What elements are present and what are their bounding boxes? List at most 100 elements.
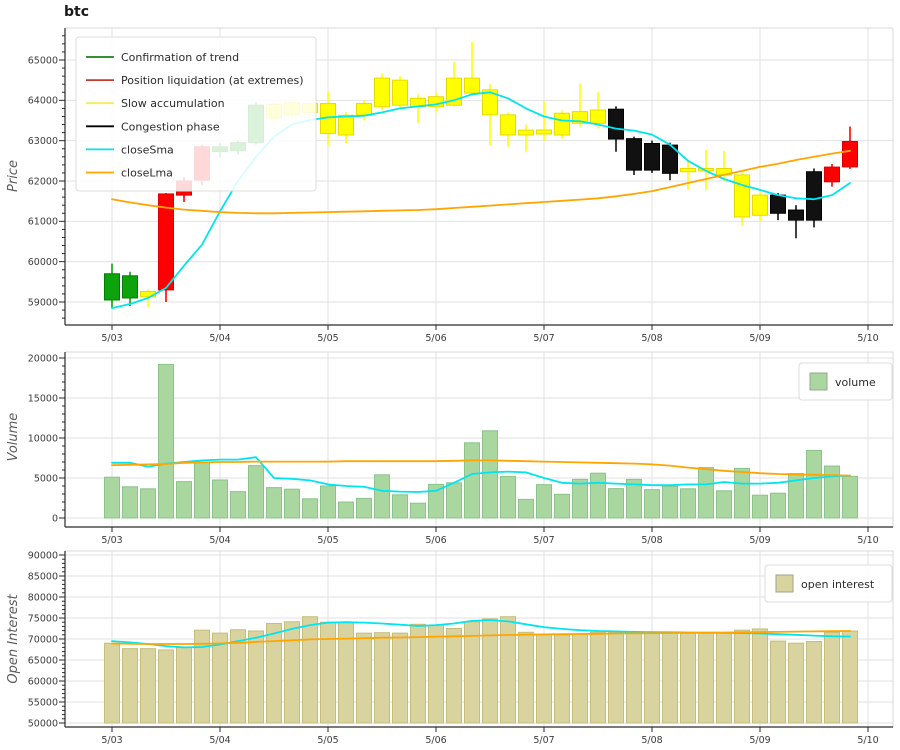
- candle-body: [356, 103, 372, 116]
- bar: [662, 485, 678, 519]
- svg-text:5/04: 5/04: [209, 333, 230, 344]
- bar: [482, 430, 498, 519]
- bar: [626, 631, 642, 724]
- bar: [302, 498, 318, 519]
- candle-body: [536, 129, 552, 135]
- svg-text:20000: 20000: [28, 353, 58, 364]
- bar: [824, 465, 840, 519]
- bar: [770, 492, 786, 519]
- svg-text:50000: 50000: [28, 718, 58, 729]
- bar: [752, 494, 768, 519]
- price-axis-label: Price: [6, 160, 21, 192]
- svg-text:5/03: 5/03: [101, 535, 122, 546]
- bar: [464, 621, 480, 724]
- candle-body: [752, 194, 768, 216]
- bar: [464, 442, 480, 519]
- bar: [716, 632, 732, 724]
- bar: [194, 629, 210, 724]
- bar: [320, 621, 336, 724]
- bar: [518, 631, 534, 724]
- svg-text:5/05: 5/05: [317, 735, 338, 746]
- bar: [662, 632, 678, 724]
- bar: [500, 475, 516, 519]
- bar: [842, 475, 858, 519]
- chart-title: btc: [64, 4, 90, 20]
- svg-text:64000: 64000: [28, 96, 58, 107]
- candle-body: [554, 112, 570, 136]
- candle-body: [590, 109, 606, 124]
- svg-text:5/05: 5/05: [317, 333, 338, 344]
- candle-body: [644, 142, 660, 171]
- bar: [410, 502, 426, 519]
- bar: [266, 622, 282, 724]
- svg-text:80000: 80000: [28, 592, 58, 603]
- bar: [680, 632, 696, 724]
- svg-text:5/10: 5/10: [857, 333, 878, 344]
- bar: [554, 493, 570, 519]
- bar: [806, 641, 822, 724]
- bar: [284, 488, 300, 519]
- bar: [194, 461, 210, 519]
- svg-text:65000: 65000: [28, 655, 58, 666]
- bar: [212, 479, 228, 519]
- bar: [266, 487, 282, 519]
- svg-text:5/10: 5/10: [857, 735, 878, 746]
- bar: [248, 630, 264, 724]
- svg-text:Position liquidation (at extre: Position liquidation (at extremes): [121, 74, 304, 87]
- candle-body: [482, 89, 498, 116]
- bar: [140, 648, 156, 724]
- bar: [158, 363, 174, 519]
- svg-text:5/09: 5/09: [749, 735, 770, 746]
- bar: [428, 624, 444, 724]
- svg-text:5/07: 5/07: [533, 735, 554, 746]
- bar: [572, 478, 588, 519]
- svg-text:5/03: 5/03: [101, 333, 122, 344]
- bar: [554, 634, 570, 724]
- bar: [374, 632, 390, 724]
- volume-axes: 0 5000 10000 15000 20000 5/03 5/04 5/05 5/06 5/07…: [28, 351, 894, 546]
- bar: [698, 632, 714, 724]
- bar: [176, 481, 192, 519]
- bar: [140, 488, 156, 519]
- candle-body: [806, 171, 822, 221]
- candle-body: [842, 140, 858, 168]
- svg-text:59000: 59000: [28, 297, 58, 308]
- bar: [752, 628, 768, 724]
- bar: [374, 474, 390, 519]
- volume-bars: [104, 363, 858, 519]
- svg-text:63000: 63000: [28, 136, 58, 147]
- svg-text:85000: 85000: [28, 571, 58, 582]
- bar: [518, 498, 534, 519]
- price-panel: Confirmation of trend Position liquidatio…: [28, 27, 894, 344]
- volume-panel: volume 0 5000 10000 15000 20000 5/03 5/04 5/05 5/…: [28, 351, 894, 546]
- bar: [158, 649, 174, 724]
- bar: [392, 494, 408, 519]
- bar: [446, 482, 462, 519]
- svg-text:15000: 15000: [28, 393, 58, 404]
- bar: [824, 631, 840, 724]
- bar: [302, 616, 318, 724]
- bar: [842, 630, 858, 724]
- svg-text:volume: volume: [835, 376, 876, 389]
- svg-text:10000: 10000: [28, 433, 58, 444]
- svg-text:60000: 60000: [28, 257, 58, 268]
- svg-text:60000: 60000: [28, 676, 58, 687]
- svg-text:5/09: 5/09: [749, 535, 770, 546]
- bar: [176, 646, 192, 724]
- bar: [410, 623, 426, 724]
- svg-text:90000: 90000: [28, 550, 58, 561]
- svg-text:closeLma: closeLma: [121, 167, 173, 180]
- closeLma-line: [111, 149, 851, 215]
- candle-body: [464, 77, 480, 94]
- svg-text:5/05: 5/05: [317, 535, 338, 546]
- open_interest-legend: open interest: [764, 564, 893, 603]
- open_interest-axes: 50000 55000 60000 65000 70000 75000 80000 85000…: [28, 550, 894, 746]
- svg-text:5/10: 5/10: [857, 535, 878, 546]
- bar: [392, 632, 408, 724]
- svg-text:5/07: 5/07: [533, 333, 554, 344]
- candle-body: [428, 96, 444, 108]
- svg-text:Confirmation of trend: Confirmation of trend: [121, 51, 239, 64]
- candle-body: [608, 108, 624, 140]
- bar: [122, 486, 138, 519]
- open_interest-panel: open interest 50000 55000 60000 65000 70000 75…: [28, 550, 894, 746]
